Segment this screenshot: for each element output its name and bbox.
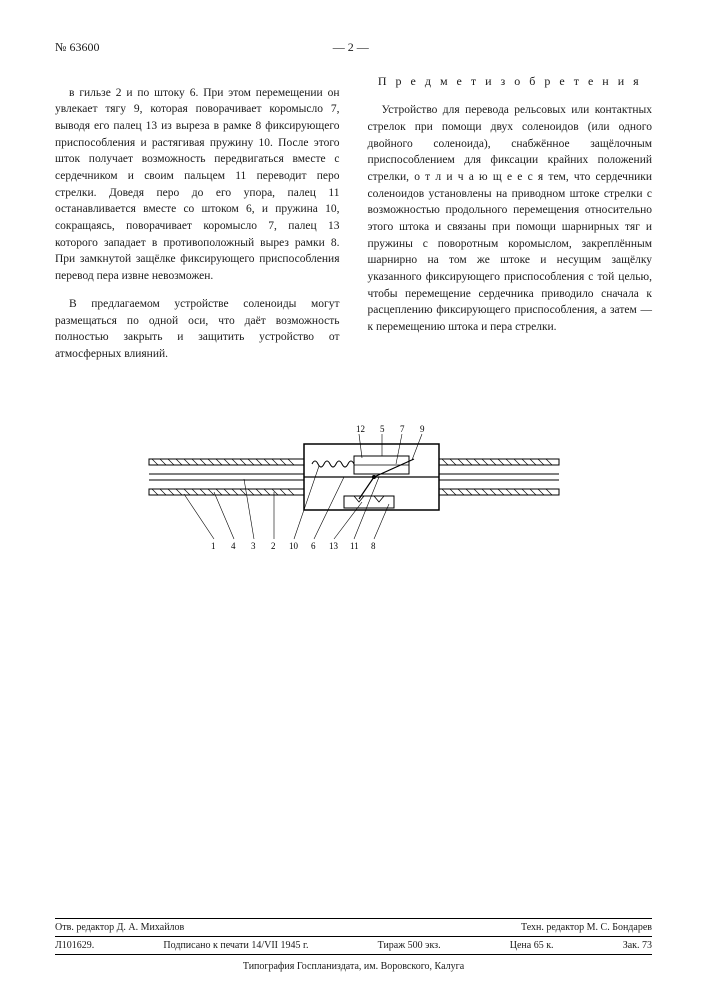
left-para-2: В предлагаемом устройстве соленоиды могу… [55,296,340,363]
diagram-label-12: 12 [356,424,365,434]
page-header: № 63600 — 2 — [55,40,652,55]
diagram-label-4: 4 [231,541,236,551]
text-columns: в гильзе 2 и по штоку 6. При этом переме… [55,73,652,374]
reg-number: Л101629. [55,940,94,951]
diagram-label-7: 7 [400,424,405,434]
diagram-label-3: 3 [251,541,256,551]
page-marker: — 2 — [333,40,369,55]
order-number: Зак. 73 [623,940,652,951]
diagram-label-9: 9 [420,424,425,434]
left-para-1: в гильзе 2 и по штоку 6. При этом переме… [55,85,340,285]
subject-title: П р е д м е т и з о б р е т е н и я [368,73,653,90]
price: Цена 65 к. [510,940,554,951]
diagram-container: 12 5 7 9 1 4 3 2 10 6 13 11 8 [55,404,652,554]
print-date: Подписано к печати 14/VII 1945 г. [163,940,308,951]
technical-diagram: 12 5 7 9 1 4 3 2 10 6 13 11 8 [144,404,564,554]
diagram-label-2: 2 [271,541,276,551]
page: № 63600 — 2 — в гильзе 2 и по штоку 6. П… [0,0,707,1000]
diagram-label-6: 6 [311,541,316,551]
right-para-1: Устройство для перевода рельсовых или ко… [368,102,653,335]
diagram-label-11: 11 [350,541,359,551]
editor-technical: Техн. редактор М. С. Бондарев [521,922,652,933]
tirage: Тираж 500 экз. [378,940,441,951]
page-footer: Отв. редактор Д. А. Михайлов Техн. редак… [55,916,652,972]
doc-number: № 63600 [55,40,99,55]
diagram-label-8: 8 [371,541,376,551]
diagram-label-10: 10 [289,541,299,551]
editor-responsible: Отв. редактор Д. А. Михайлов [55,922,184,933]
right-column: П р е д м е т и з о б р е т е н и я Устр… [368,73,653,374]
typography-line: Типография Госпланиздата, им. Воровского… [55,957,652,972]
diagram-label-13: 13 [329,541,339,551]
left-column: в гильзе 2 и по штоку 6. При этом переме… [55,73,340,374]
header-spacer [602,40,652,55]
diagram-label-5: 5 [380,424,385,434]
diagram-label-1: 1 [211,541,216,551]
